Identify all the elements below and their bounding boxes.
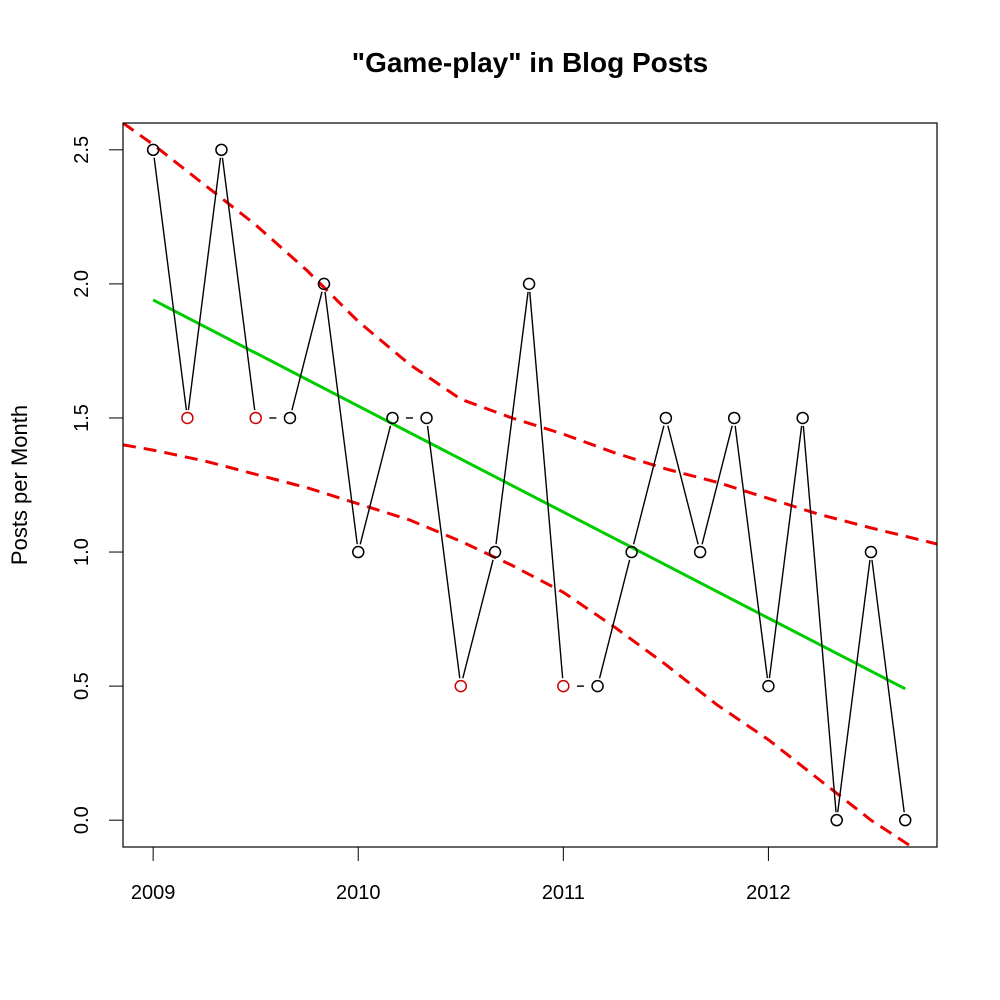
- series-segment: [359, 425, 392, 545]
- x-tick-label: 2012: [746, 882, 791, 904]
- data-point: [215, 143, 228, 157]
- trend-line: [152, 298, 906, 691]
- data-point: [386, 411, 399, 425]
- series-segment: [802, 425, 837, 813]
- series-segment: [495, 291, 529, 545]
- series-segment: [701, 425, 733, 545]
- series-segment: [837, 559, 871, 813]
- series-segment: [153, 157, 188, 411]
- y-axis-label: Posts per Month: [7, 405, 32, 565]
- y-tick-label: 1.0: [71, 538, 93, 566]
- series-segment: [291, 291, 323, 411]
- data-point: [693, 545, 707, 559]
- series-segment: [768, 425, 803, 679]
- data-point: [591, 679, 604, 693]
- series-segment: [426, 425, 461, 679]
- observed-series: [146, 143, 912, 827]
- data-point: [762, 679, 775, 693]
- data-point: [796, 411, 809, 425]
- series-segment: [598, 559, 631, 679]
- series-segment: [324, 291, 358, 545]
- y-tick-label: 2.5: [71, 136, 93, 164]
- x-tick-label: 2009: [131, 882, 176, 904]
- x-tick-label: 2011: [542, 882, 585, 904]
- data-point: [146, 143, 160, 157]
- confidence-bounds: [123, 123, 937, 847]
- axes: 2009 2010 2011 2012 0.0 0.5 1.0 1.5 2.0 2.5: [71, 136, 791, 904]
- data-point: [317, 277, 331, 291]
- series-segment: [529, 291, 564, 679]
- data-point: [727, 411, 741, 425]
- data-point: [249, 411, 262, 425]
- data-point: [659, 411, 673, 425]
- data-point: [181, 411, 194, 425]
- data-point: [830, 813, 843, 827]
- data-point: [420, 411, 433, 425]
- plot-frame: [122, 122, 938, 848]
- data-point: [625, 545, 638, 559]
- data-point: [454, 679, 468, 693]
- data-point: [522, 277, 536, 291]
- trend-line-group: [152, 298, 906, 691]
- series-segment: [632, 425, 665, 545]
- x-tick-label: 2010: [336, 882, 381, 904]
- data-point: [488, 545, 502, 559]
- series-segment: [187, 157, 222, 411]
- y-tick-label: 0.0: [71, 806, 93, 834]
- chart-title: "Game-play" in Blog Posts: [352, 47, 708, 78]
- series-segment: [221, 157, 256, 411]
- series-segment: [734, 425, 769, 679]
- series-segment: [462, 559, 494, 679]
- data-point: [283, 411, 297, 425]
- data-point: [898, 813, 912, 827]
- series-segment: [667, 425, 699, 545]
- y-tick-label: 2.0: [71, 270, 93, 298]
- data-point: [864, 545, 878, 559]
- series-segment: [871, 559, 905, 813]
- lower-bound-line: [123, 443, 913, 847]
- y-tick-label: 0.5: [71, 672, 93, 700]
- data-point: [557, 679, 570, 693]
- y-tick-label: 1.5: [71, 404, 93, 432]
- data-point: [351, 545, 365, 559]
